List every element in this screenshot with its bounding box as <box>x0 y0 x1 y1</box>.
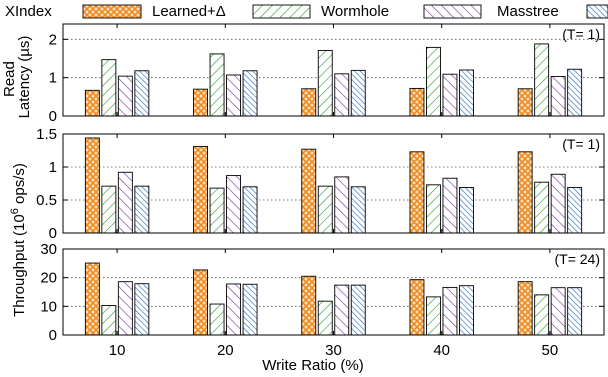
bar-xindex-40 <box>409 87 425 117</box>
bar-learned-delta-20 <box>209 303 225 336</box>
y-tick-label: 0 <box>49 327 57 344</box>
bar-learned-delta-40 <box>426 296 441 336</box>
bar-learned-delta-30 <box>317 185 333 234</box>
bar-masstree-20 <box>242 283 258 336</box>
bar-wormhole-40 <box>442 73 458 117</box>
bar-xindex-50 <box>517 151 533 234</box>
bar-learned-delta-40 <box>426 46 441 117</box>
bar-learned-delta-50 <box>534 43 550 117</box>
bar-masstree-20 <box>242 70 258 117</box>
bar-wormhole-20 <box>226 283 242 336</box>
bar-masstree-30 <box>350 186 366 234</box>
bar-masstree-50 <box>567 68 583 117</box>
bar-learned-delta-20 <box>209 53 225 117</box>
y-axis-title-latency: Read Latency (µs) <box>1 36 33 119</box>
legend-swatch-1 <box>252 4 311 19</box>
plot-frame <box>62 23 605 117</box>
legend-label-2: Wormhole <box>321 3 389 20</box>
bar-xindex-20 <box>193 146 209 234</box>
legend-label-3: Masstree <box>497 3 559 20</box>
bar-masstree-10 <box>134 70 150 117</box>
bar-wormhole-30 <box>334 176 350 234</box>
bar-masstree-10 <box>134 283 150 336</box>
bar-masstree-40 <box>459 285 474 336</box>
x-tick-label: 40 <box>433 342 450 359</box>
bar-masstree-30 <box>350 284 366 336</box>
y-tick-label: 1.5 <box>36 126 57 143</box>
legend-swatch-0 <box>82 4 142 19</box>
bar-wormhole-50 <box>550 173 566 234</box>
bar-learned-delta-10 <box>101 305 117 336</box>
x-axis-title: Write Ratio (%) <box>262 357 363 374</box>
y-tick-label: 30 <box>40 241 57 258</box>
bar-wormhole-40 <box>442 286 458 336</box>
panel-annotation: (T= 24) <box>554 251 600 267</box>
bar-masstree-10 <box>134 185 150 234</box>
y-tick-label: 0 <box>49 108 57 125</box>
bar-wormhole-30 <box>334 73 350 117</box>
bar-masstree-40 <box>459 187 474 234</box>
x-tick-label: 30 <box>325 342 342 359</box>
plot-frame <box>62 248 605 336</box>
y-tick-label: 10 <box>40 298 57 315</box>
bar-xindex-30 <box>301 148 317 234</box>
y-tick-label: 20 <box>40 270 57 287</box>
x-tick-label: 20 <box>217 342 234 359</box>
bar-masstree-20 <box>242 186 258 234</box>
bar-xindex-20 <box>193 88 209 117</box>
bar-wormhole-10 <box>117 171 133 234</box>
panel-1: 0 0.5 1 1.5 (T= 1) <box>36 126 605 242</box>
bar-xindex-10 <box>84 137 100 234</box>
bar-xindex-20 <box>193 269 209 336</box>
legend-swatch-2 <box>423 4 482 19</box>
panel-0: 0 1 2 (T= 1) <box>49 23 605 125</box>
bar-learned-delta-40 <box>426 184 441 234</box>
bar-wormhole-50 <box>550 287 566 336</box>
y-tick-label: 1 <box>49 159 57 176</box>
panel-annotation: (T= 1) <box>562 26 600 42</box>
bar-xindex-30 <box>301 275 317 336</box>
panel-2: 0 10 20 30 10 20 30 40 50 (T= 24) <box>40 241 605 359</box>
y-tick-label: 1 <box>49 70 57 87</box>
y-axis-title-throughput: Throughput (106 ops/s) <box>9 163 28 317</box>
chart-panels: 0 1 2 (T= 1) 0 0.5 1 1.5 (T= 1) 0 10 20 30 10 20 30 40 50… <box>36 23 605 359</box>
x-tick-label: 50 <box>542 342 559 359</box>
bar-wormhole-10 <box>117 75 133 117</box>
bar-xindex-50 <box>517 88 533 117</box>
legend-swatch-3 <box>586 4 608 19</box>
y-tick-label: 0 <box>49 225 57 242</box>
bar-learned-delta-50 <box>534 181 550 234</box>
legend-label-0: XIndex <box>5 3 52 20</box>
y-tick-label: 2 <box>49 31 57 48</box>
bar-xindex-10 <box>84 262 100 336</box>
bar-learned-delta-30 <box>317 300 333 336</box>
legend-label-1: Learned+Δ <box>152 3 226 20</box>
bar-wormhole-40 <box>442 177 458 234</box>
panel-annotation: (T= 1) <box>562 136 600 152</box>
bar-wormhole-20 <box>226 175 242 234</box>
bar-learned-delta-50 <box>534 294 550 336</box>
bar-masstree-50 <box>567 187 583 234</box>
bar-learned-delta-30 <box>317 50 333 117</box>
bar-wormhole-20 <box>226 74 242 117</box>
plot-frame <box>62 133 605 234</box>
legend: XIndex Learned+Δ Wormhole Masstree <box>5 3 608 20</box>
bar-xindex-40 <box>409 151 425 234</box>
bar-masstree-40 <box>459 69 474 117</box>
bar-learned-delta-20 <box>209 187 225 234</box>
bar-wormhole-10 <box>117 281 133 336</box>
bar-xindex-30 <box>301 88 317 117</box>
bar-xindex-40 <box>409 279 425 336</box>
x-tick-label: 10 <box>109 342 126 359</box>
bar-xindex-50 <box>517 281 533 336</box>
bar-masstree-50 <box>567 287 583 336</box>
bar-masstree-30 <box>350 69 366 117</box>
bar-learned-delta-10 <box>101 59 117 117</box>
bar-wormhole-30 <box>334 284 350 336</box>
bar-wormhole-50 <box>550 76 566 117</box>
y-tick-label: 0.5 <box>36 192 57 209</box>
bar-learned-delta-10 <box>101 185 117 234</box>
bar-xindex-10 <box>84 89 100 117</box>
